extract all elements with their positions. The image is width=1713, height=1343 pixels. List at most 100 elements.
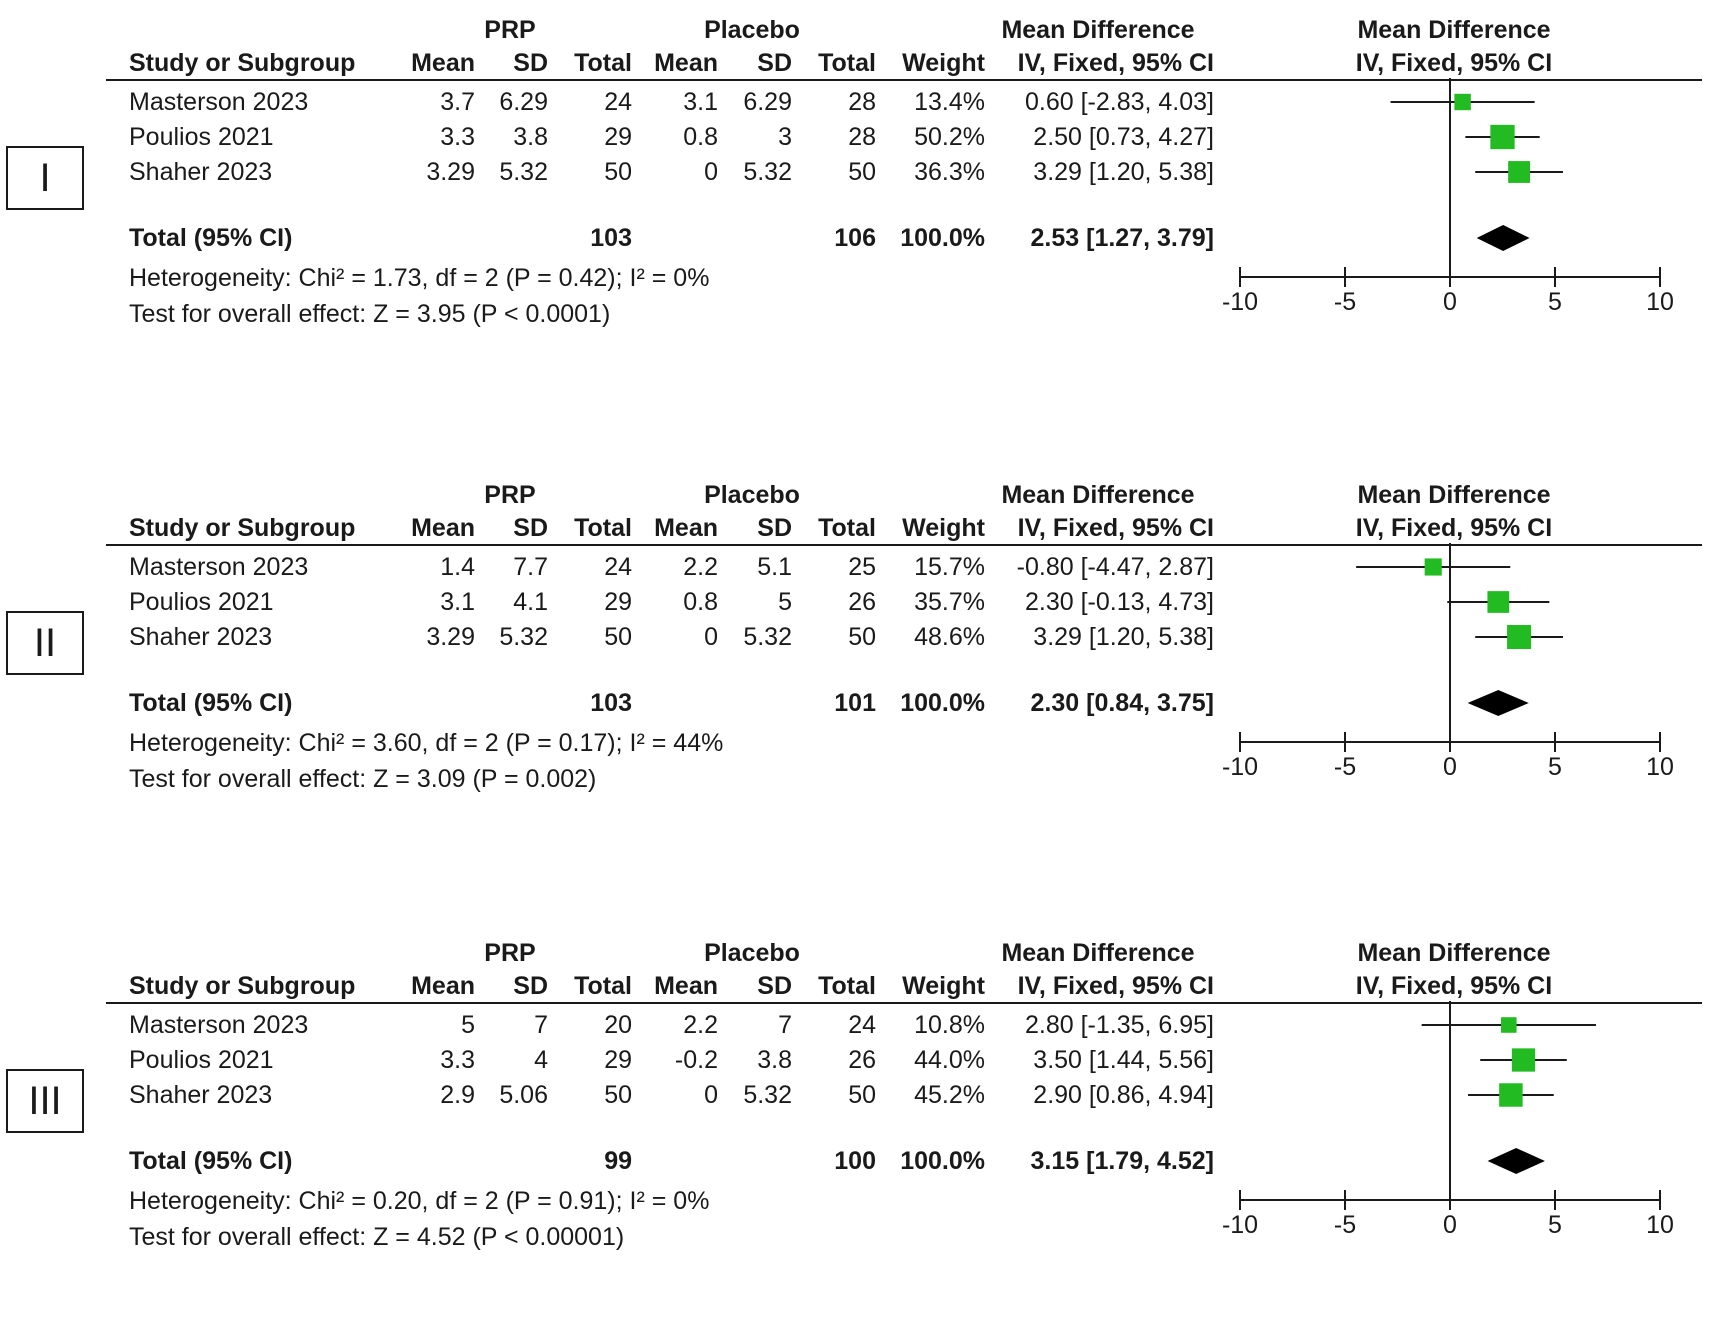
axis-tick-label: 10 [1646,753,1674,781]
placebo-total-cell: 28 [848,123,876,151]
placebo-sd-cell: 5.32 [743,158,792,186]
placebo-total-cell: 26 [848,1046,876,1074]
axis-tick-label: -10 [1222,753,1258,781]
study-marker [1454,93,1471,111]
placebo-sd-cell: 5 [778,588,792,616]
prp-mean-cell: 3.1 [440,588,475,616]
weight-cell: 48.6% [914,623,985,651]
total-label: Total (95% CI) [129,1147,293,1175]
ci-cell: 2.50 [0.73, 4.27] [1033,123,1214,151]
prp-sd-cell: 5.06 [499,1081,548,1109]
heterogeneity-text: Heterogeneity: Chi² = 0.20, df = 2 (P = … [129,1187,710,1215]
forest-panel-3: III PRP Placebo Mean Difference Mean Differe… [0,923,1713,1343]
axis-tick-label: -10 [1222,288,1258,316]
header-weight: Weight [902,514,985,542]
header-prp-mean: Mean [411,49,475,77]
header-rule [106,1002,1702,1004]
weight-cell: 44.0% [914,1046,985,1074]
ci-cell: -0.80 [-4.47, 2.87] [1016,553,1214,581]
study-name: Poulios 2021 [129,588,274,616]
header-weight: Weight [902,972,985,1000]
header-placebo-mean: Mean [654,972,718,1000]
prp-total-cell: 24 [604,553,632,581]
prp-total-cell: 24 [604,88,632,116]
prp-sd-cell: 5.32 [499,158,548,186]
prp-sd-cell: 4.1 [513,588,548,616]
header-mean-difference: Mean Difference [1001,939,1195,967]
weight-cell: 15.7% [914,553,985,581]
study-marker [1487,591,1510,613]
placebo-mean-cell: -0.2 [674,1046,718,1074]
header-prp-sd: SD [513,972,548,1000]
total-prp: 103 [590,224,632,252]
header-mean-difference: Mean Difference [1001,481,1195,509]
header-study: Study or Subgroup [129,514,356,542]
study-name: Masterson 2023 [129,1011,309,1039]
placebo-mean-cell: 0 [704,158,718,186]
header-method: IV, Fixed, 95% CI [1017,49,1214,77]
axis-tick-label: -5 [1334,288,1356,316]
study-name: Masterson 2023 [129,88,309,116]
prp-sd-cell: 3.8 [513,123,548,151]
header-method: IV, Fixed, 95% CI [1017,972,1214,1000]
weight-cell: 36.3% [914,158,985,186]
header-placebo-mean: Mean [654,49,718,77]
study-marker [1508,161,1531,183]
weight-cell: 10.8% [914,1011,985,1039]
pooled-diamond [1487,1148,1545,1174]
header-rule [106,79,1702,81]
header-plot-mean-difference: Mean Difference [1357,16,1551,44]
placebo-sd-cell: 3 [778,123,792,151]
axis-tick-label: 0 [1443,753,1457,781]
prp-sd-cell: 7.7 [513,553,548,581]
study-name: Shaher 2023 [129,1081,273,1109]
prp-sd-cell: 7 [534,1011,548,1039]
prp-mean-cell: 3.3 [440,123,475,151]
axis-tick-label: -10 [1222,1211,1258,1239]
header-prp: PRP [484,481,536,509]
study-name: Poulios 2021 [129,123,274,151]
overall-effect-text: Test for overall effect: Z = 3.09 (P = 0… [129,765,597,793]
panel-label: III [6,1069,84,1133]
prp-mean-cell: 3.29 [426,158,475,186]
placebo-total-cell: 28 [848,88,876,116]
placebo-total-cell: 50 [848,623,876,651]
ci-cell: 0.60 [-2.83, 4.03] [1024,88,1214,116]
header-plot-method: IV, Fixed, 95% CI [1355,49,1553,77]
placebo-total-cell: 25 [848,553,876,581]
header-placebo-mean: Mean [654,514,718,542]
header-plot-method: IV, Fixed, 95% CI [1355,972,1553,1000]
forest-panel-1: I PRP Placebo Mean Difference Mean Differenc… [0,0,1713,420]
header-mean-difference: Mean Difference [1001,16,1195,44]
placebo-total-cell: 50 [848,1081,876,1109]
axis-tick-label: -5 [1334,753,1356,781]
header-prp-total: Total [574,49,632,77]
placebo-total-cell: 26 [848,588,876,616]
heterogeneity-text: Heterogeneity: Chi² = 3.60, df = 2 (P = … [129,729,724,757]
forest-plot: -10 -5 0 5 10 [1222,1001,1674,1239]
total-weight: 100.0% [900,224,985,252]
axis-tick-label: 5 [1548,288,1562,316]
total-placebo: 106 [834,224,876,252]
prp-total-cell: 50 [604,623,632,651]
total-prp: 103 [590,689,632,717]
header-prp-total: Total [574,514,632,542]
placebo-mean-cell: 2.2 [683,1011,718,1039]
total-prp: 99 [604,1147,632,1175]
prp-total-cell: 20 [604,1011,632,1039]
axis-tick-label: 10 [1646,288,1674,316]
weight-cell: 50.2% [914,123,985,151]
heterogeneity-text: Heterogeneity: Chi² = 1.73, df = 2 (P = … [129,264,710,292]
placebo-mean-cell: 0 [704,623,718,651]
study-name: Shaher 2023 [129,623,273,651]
header-prp-sd: SD [513,49,548,77]
forest-panel-2: II PRP Placebo Mean Difference Mean Differen… [0,465,1713,885]
axis-tick-label: 5 [1548,753,1562,781]
prp-sd-cell: 5.32 [499,623,548,651]
study-marker [1424,558,1442,576]
header-placebo: Placebo [704,481,800,509]
header-prp-mean: Mean [411,972,475,1000]
placebo-mean-cell: 0.8 [683,588,718,616]
header-placebo-sd: SD [757,49,792,77]
overall-effect-text: Test for overall effect: Z = 4.52 (P < 0… [129,1223,625,1251]
